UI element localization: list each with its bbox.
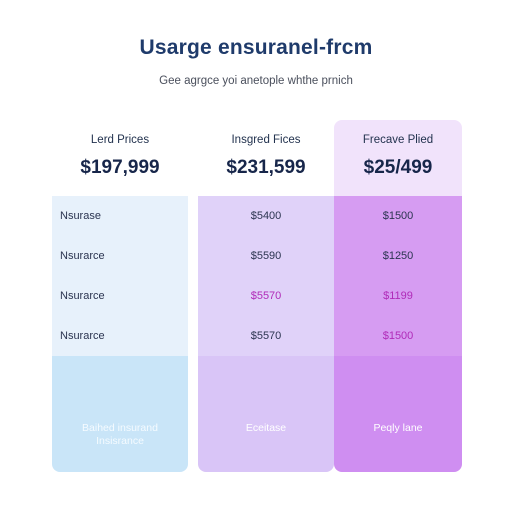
table-row: $1500 [382,210,414,222]
column-price: $231,599 [226,157,306,178]
page-subtitle: Gee agrgce yoi anetople whthe prnich [159,75,353,87]
table-row: $5400 [250,210,282,222]
column-label: Frecave Plied [362,134,434,146]
table-row: $1250 [382,250,414,262]
column-header: Insgred Fices $231,599 [198,120,334,196]
table-row: $5570 [250,330,282,342]
pricing-column-featured[interactable]: Frecave Plied $25/499 $1500 $1250 $1199 … [334,120,462,472]
column-rows: $5400 $5590 $5570 $5570 [198,196,334,356]
column-price: $25/499 [363,157,433,178]
table-row: $1199 [383,290,413,302]
table-row: $5570 [250,290,282,302]
page-title: Usarge ensuranel-frcm [139,36,373,59]
table-row: $5590 [250,250,282,262]
column-header: Lerd Prices $197,999 [52,120,188,196]
pricing-column-insured[interactable]: Insgred Fices $231,599 $5400 $5590 $5570… [198,120,334,472]
table-row: Nsurarce [60,250,105,262]
table-row: Nsurarce [60,290,105,302]
column-rows: Nsurase Nsurarce Nsurarce Nsurarce [52,196,188,356]
column-footer: Baihed insurand Insisrance [52,356,188,472]
table-row: Nsurarce [60,330,105,342]
column-footer: Eceitase [198,356,334,472]
column-footer-line: Insisrance [96,435,144,447]
column-price: $197,999 [80,157,160,178]
table-row: $1500 [382,330,414,342]
column-rows: $1500 $1250 $1199 $1500 [334,196,462,356]
column-header: Frecave Plied $25/499 [334,120,462,196]
pricing-table: Lerd Prices $197,999 Nsurase Nsurarce Ns… [52,120,462,472]
column-footer: Peqly lane [334,356,462,472]
column-label: Lerd Prices [90,134,150,146]
table-row: Nsurase [60,210,101,222]
column-footer-line: Baihed insurand [82,422,158,434]
pricing-column-land[interactable]: Lerd Prices $197,999 Nsurase Nsurarce Ns… [52,120,188,472]
column-label: Insgred Fices [231,134,301,146]
